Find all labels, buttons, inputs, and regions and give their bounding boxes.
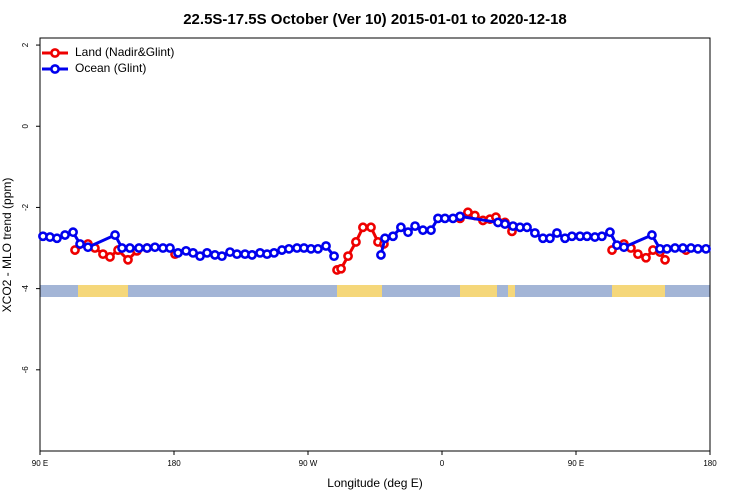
point bbox=[426, 225, 436, 236]
point bbox=[597, 231, 607, 242]
point bbox=[455, 211, 465, 222]
point bbox=[678, 243, 688, 253]
point bbox=[418, 225, 428, 236]
point bbox=[358, 222, 368, 233]
point bbox=[110, 230, 120, 240]
point bbox=[647, 230, 657, 240]
x-tick-label: 180 bbox=[167, 459, 181, 468]
y-tick-label: 2 bbox=[21, 42, 30, 47]
y-tick-label: -2 bbox=[21, 203, 30, 211]
point bbox=[165, 243, 175, 253]
point bbox=[530, 228, 540, 238]
land-strip bbox=[337, 285, 382, 297]
y-tick-label: -4 bbox=[21, 285, 30, 293]
x-axis-label: Longitude (deg E) bbox=[327, 476, 422, 490]
point bbox=[125, 243, 135, 253]
x-tick-label: 90 E bbox=[32, 459, 48, 468]
point bbox=[68, 227, 78, 238]
point bbox=[336, 263, 346, 274]
point bbox=[500, 219, 510, 229]
point bbox=[232, 249, 242, 260]
point bbox=[693, 243, 703, 254]
point bbox=[380, 233, 390, 244]
land-strip bbox=[612, 285, 665, 297]
land-strip bbox=[460, 285, 497, 297]
legend-label: Ocean (Glint) bbox=[75, 61, 146, 75]
plot-frame bbox=[39, 37, 711, 452]
point bbox=[351, 237, 361, 247]
point bbox=[440, 213, 450, 224]
x-tick-label: 90 E bbox=[568, 459, 584, 468]
point bbox=[701, 243, 711, 254]
point bbox=[567, 231, 577, 242]
point bbox=[605, 227, 615, 238]
point bbox=[343, 251, 353, 262]
point bbox=[217, 251, 227, 262]
point bbox=[662, 243, 672, 254]
point bbox=[142, 243, 152, 253]
x-tick-label: 0 bbox=[440, 459, 445, 468]
chart-title: 22.5S-17.5S October (Ver 10) 2015-01-01 … bbox=[183, 11, 567, 28]
point bbox=[403, 227, 413, 238]
point bbox=[396, 222, 406, 233]
y-tick-label: -6 bbox=[21, 366, 30, 374]
point bbox=[83, 242, 93, 253]
point bbox=[366, 222, 376, 233]
point bbox=[134, 243, 144, 253]
point bbox=[284, 243, 294, 254]
point bbox=[619, 242, 629, 253]
point bbox=[329, 251, 339, 262]
point bbox=[117, 243, 127, 253]
legend-label: Land (Nadir&Glint) bbox=[75, 45, 174, 59]
land-strip bbox=[78, 285, 128, 297]
point bbox=[269, 248, 279, 258]
land-strip bbox=[508, 285, 515, 297]
point bbox=[247, 250, 257, 260]
point bbox=[670, 243, 680, 253]
point bbox=[552, 228, 562, 238]
point bbox=[313, 243, 323, 254]
point bbox=[388, 231, 398, 242]
point bbox=[150, 242, 160, 253]
point bbox=[545, 233, 555, 244]
legend-marker bbox=[50, 64, 60, 74]
point bbox=[522, 222, 532, 233]
point bbox=[633, 249, 643, 260]
point bbox=[70, 245, 80, 255]
point bbox=[410, 221, 420, 232]
point bbox=[641, 252, 651, 263]
y-axis-label: XCO2 - MLO trend (ppm) bbox=[0, 178, 14, 313]
surface-strip bbox=[40, 285, 710, 297]
point bbox=[105, 252, 115, 262]
point bbox=[123, 254, 133, 265]
point bbox=[660, 254, 670, 265]
x-tick-label: 90 W bbox=[299, 459, 318, 468]
point bbox=[60, 230, 70, 240]
point bbox=[582, 231, 592, 242]
point bbox=[173, 248, 183, 258]
y-tick-label: 0 bbox=[21, 123, 30, 128]
point bbox=[202, 248, 212, 258]
x-tick-label: 180 bbox=[703, 459, 717, 468]
point bbox=[75, 239, 85, 249]
legend-marker bbox=[50, 48, 60, 58]
point bbox=[52, 233, 62, 244]
point bbox=[321, 241, 331, 251]
point bbox=[376, 250, 386, 260]
